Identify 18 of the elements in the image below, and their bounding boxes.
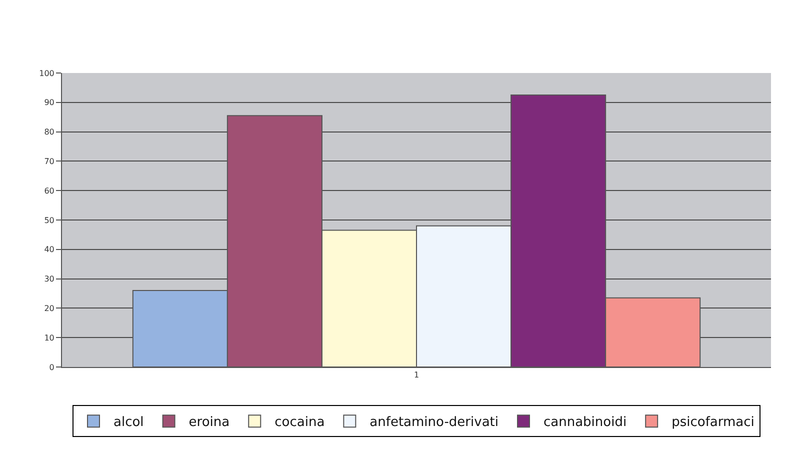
y-tick-label: 80 [44,128,54,137]
y-tick-label: 20 [44,304,54,313]
y-tick-label: 10 [44,333,54,342]
legend-label: alcol [114,415,144,430]
y-tick-label: 40 [44,245,54,254]
legend-label: psicofarmaci [672,415,754,430]
y-tick-label: 50 [44,216,54,225]
legend-label: cocaina [274,415,325,430]
y-tick-label: 0 [49,362,54,372]
y-tick-label: 60 [44,186,54,196]
legend-label: eroina [188,415,230,430]
y-tick-label: 30 [44,274,54,284]
legend-label: anfetamino-derivati [370,415,498,430]
y-tick-label: 90 [44,98,54,108]
x-tick-label: 1 [414,370,420,380]
legend-label: cannabinoidi [544,415,627,430]
y-tick-label: 70 [44,157,54,166]
y-tick-label: 100 [39,68,54,78]
